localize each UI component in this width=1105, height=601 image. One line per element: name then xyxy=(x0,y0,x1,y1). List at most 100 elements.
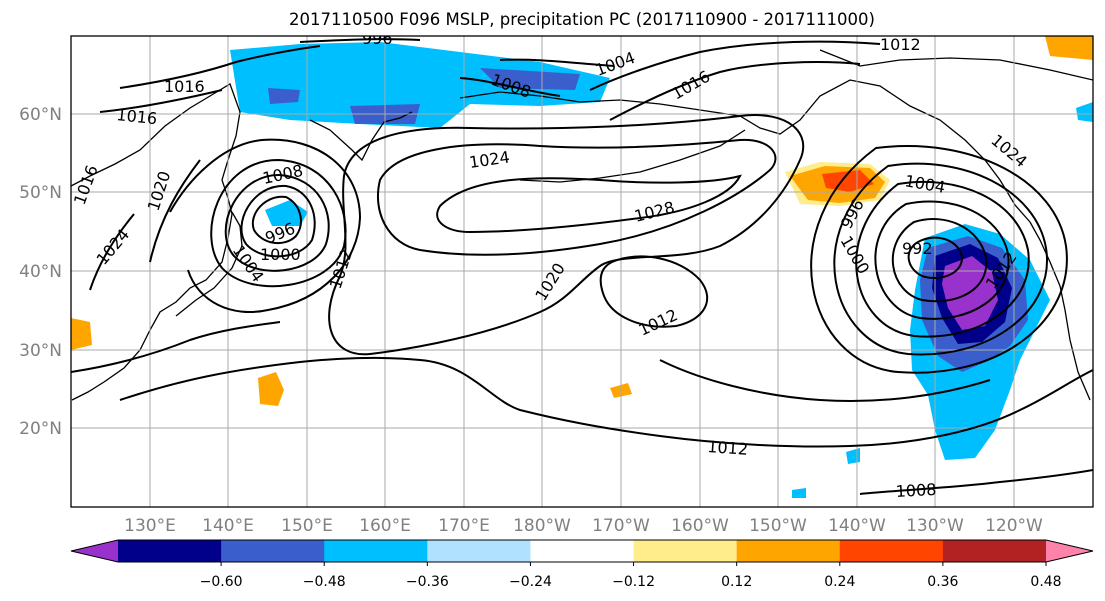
isobar-1016-sw xyxy=(71,321,281,373)
isobar-1024-west xyxy=(89,213,135,291)
coast-asia xyxy=(71,83,241,401)
colorbar-segment xyxy=(118,540,222,562)
colorbar-tick-label: −0.24 xyxy=(509,574,552,590)
isobar-label: 1012 xyxy=(636,305,681,339)
coast-japan xyxy=(175,211,243,317)
isobar-low-east-3 xyxy=(874,200,1010,320)
lon-label: 120°W xyxy=(985,516,1043,536)
isobar-label: 1008 xyxy=(895,480,937,501)
precip-neg-blob-3 xyxy=(1076,102,1093,122)
lon-label: 150°W xyxy=(749,516,807,536)
plot-frame xyxy=(70,35,1094,508)
isobar-1020-west xyxy=(149,159,201,263)
lat-label: 40°N xyxy=(19,262,62,282)
colorbar-extend-high xyxy=(1046,540,1093,562)
isobar-1012-low xyxy=(599,255,709,328)
precip-neg-arctic-core xyxy=(268,88,300,104)
isobar-996-arctic xyxy=(299,38,421,43)
isobar-label: 1012 xyxy=(707,437,749,459)
coast-kamchatka xyxy=(309,111,413,162)
colorbar-tick-label: −0.60 xyxy=(200,574,243,590)
lat-label: 60°N xyxy=(19,105,62,125)
isobar-1024-high xyxy=(376,138,777,256)
colorbar-segment xyxy=(839,540,944,562)
lon-label: 160°W xyxy=(671,516,729,536)
isobar-label: 1016 xyxy=(116,105,158,128)
colorbar-segment xyxy=(427,540,531,562)
isobar-labels: 996 1012 1004 1016 1016 1016 1008 1016 1… xyxy=(70,29,1031,501)
lon-label: 160°E xyxy=(359,516,411,536)
isobar-label: 1024 xyxy=(987,131,1030,172)
lat-label: 20°N xyxy=(19,419,62,439)
precip-pos-pacific-west xyxy=(258,372,284,406)
isobar-1008-south xyxy=(859,469,1093,495)
isobar-1020-high xyxy=(328,114,805,356)
map-title: 2017110500 F096 MSLP, precipitation PC (… xyxy=(289,10,875,29)
isobar-label: 1000 xyxy=(260,245,301,264)
lon-axis: 130°E 140°E 150°E 160°E 170°E 180°W 170°… xyxy=(124,516,1043,536)
colorbar-tick-label: −0.48 xyxy=(303,574,346,590)
lat-axis: 60°N 50°N 40°N 30°N 20°N xyxy=(19,105,62,439)
isobar-low-east-4 xyxy=(855,180,1030,338)
colorbar-tick-label: 0.48 xyxy=(1030,574,1061,590)
isobar-1012-south-2 xyxy=(659,359,991,402)
isobar-low-east-5 xyxy=(833,162,1048,356)
colorbar-segment xyxy=(324,540,428,562)
isobar-label: 1024 xyxy=(93,225,134,268)
colorbar-tick-label: 0.36 xyxy=(927,574,958,590)
precip-shading xyxy=(71,36,1093,498)
isobar-low-west-4 xyxy=(210,158,347,288)
isobar-label: 1016 xyxy=(164,77,205,96)
precip-pos-topright xyxy=(1045,36,1093,60)
isobar-low-east-2 xyxy=(891,218,988,303)
colorbar-extend-low xyxy=(71,540,118,562)
lat-label: 30°N xyxy=(19,341,62,361)
isobars xyxy=(71,38,1093,495)
colorbar-tick-label: 0.12 xyxy=(721,574,752,590)
colorbar-tick-label: −0.12 xyxy=(612,574,655,590)
isobar-label: 1004 xyxy=(593,48,638,80)
lon-label: 140°E xyxy=(202,516,254,536)
lon-label: 170°E xyxy=(438,516,490,536)
colorbar-segment xyxy=(530,540,635,562)
plot-area: 996 1012 1004 1016 1016 1016 1008 1016 1… xyxy=(70,29,1093,507)
colorbar-segment xyxy=(942,540,1047,562)
lon-label: 150°E xyxy=(281,516,333,536)
isobar-label: 1028 xyxy=(632,198,676,226)
lon-label: 140°W xyxy=(828,516,886,536)
isobar-label: 1004 xyxy=(903,171,946,197)
isobar-1016-arctic-2 xyxy=(99,89,223,113)
isobar-1012-south xyxy=(119,356,1093,448)
isobar-1004-arctic xyxy=(499,58,615,67)
precip-neg-arctic xyxy=(230,42,610,128)
isobar-low-west-3 xyxy=(224,173,330,272)
isobar-low-east-6 xyxy=(810,145,1068,374)
isobar-1016-arctic xyxy=(119,45,321,89)
precip-pos-west xyxy=(71,318,92,350)
coast-arctic xyxy=(819,49,1093,81)
isobar-low-west-2 xyxy=(240,184,316,258)
precip-pos-gulf-core xyxy=(822,170,874,192)
colorbar-segment xyxy=(221,540,325,562)
isobar-label: 996 xyxy=(362,29,393,48)
lon-label: 170°W xyxy=(592,516,650,536)
isobar-1008-arctic xyxy=(459,77,561,97)
precip-neg-blob-1 xyxy=(846,448,860,464)
isobar-1016-upper xyxy=(609,61,861,121)
isobar-1012-upper xyxy=(589,40,881,91)
coastlines xyxy=(71,49,1093,401)
isobar-label: 1024 xyxy=(468,147,511,171)
colorbar-tick-label: −0.36 xyxy=(406,574,449,590)
colorbar-segment xyxy=(633,540,738,562)
coast-aleutians xyxy=(519,129,746,183)
colorbar: −0.60 −0.48 −0.36 −0.24 −0.12 0.12 0.24 0.36 0.4… xyxy=(70,539,1094,590)
isobar-label: 1012 xyxy=(880,35,921,54)
lon-label: 130°W xyxy=(906,516,964,536)
isobar-label: 1012 xyxy=(326,247,357,292)
isobar-low-west-1 xyxy=(251,195,302,245)
isobar-label: 1016 xyxy=(669,67,714,104)
colorbar-segment xyxy=(736,540,841,562)
isobar-1028-high xyxy=(436,174,742,234)
isobar-label: 1016 xyxy=(70,163,102,208)
